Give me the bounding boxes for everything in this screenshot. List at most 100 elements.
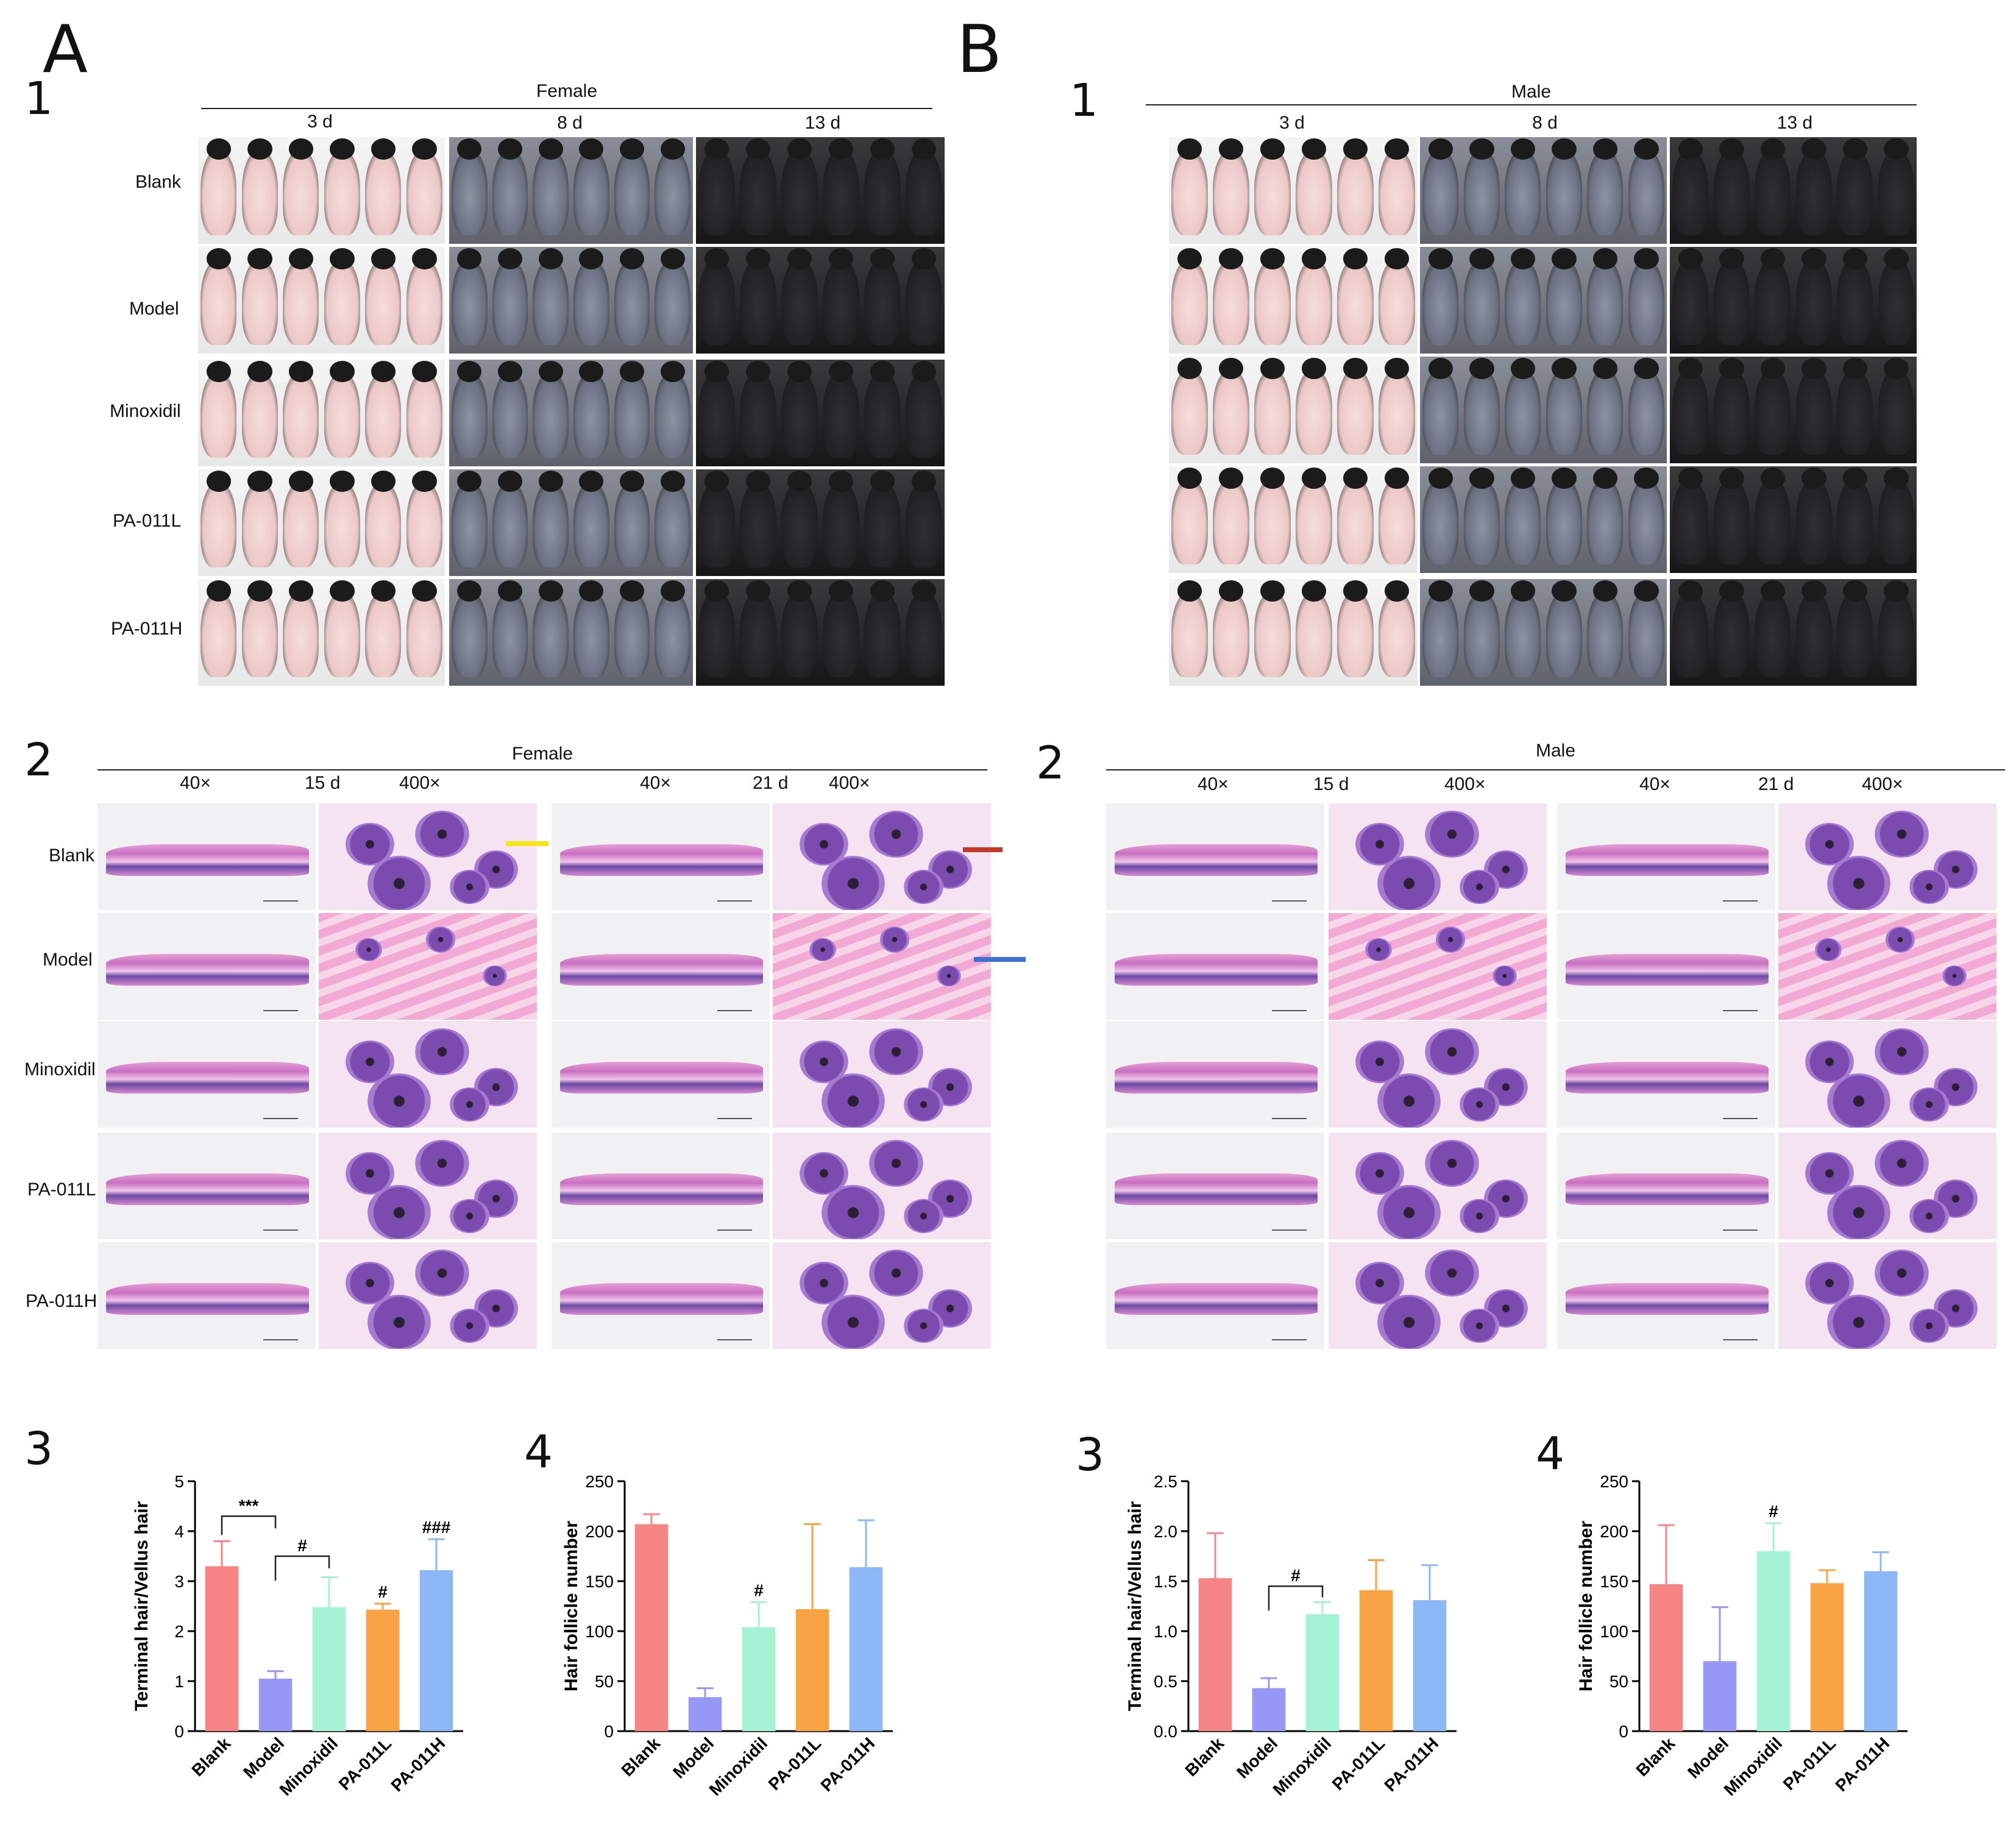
- x-tick-label: PA-011L: [1329, 1734, 1389, 1794]
- section-a2-number: 2: [24, 734, 54, 786]
- female-day-8: 8 d: [557, 113, 583, 133]
- male-photo-r2-c1: [1420, 357, 1667, 463]
- male-photo-r0-c2: [1670, 137, 1917, 244]
- male-histo-r0-c0: [1106, 803, 1324, 910]
- y-axis-label: Hair follicle number: [561, 1521, 581, 1692]
- panel-letter-a: A: [43, 12, 88, 88]
- female-photo-r2-c1: [449, 360, 693, 466]
- x-tick-label: PA-011L: [1780, 1734, 1840, 1794]
- y-tick-label: 100: [1600, 1622, 1628, 1641]
- section-b3-number: 3: [1076, 1429, 1105, 1481]
- female-histo-r1-c2: [552, 913, 770, 1020]
- histo-m-day21: 21 d: [1758, 774, 1794, 794]
- y-tick-label: 4: [174, 1522, 184, 1541]
- y-tick-label: 200: [585, 1522, 614, 1541]
- male-photo-r3-c1: [1420, 466, 1667, 573]
- male-day-13: 13 d: [1776, 113, 1813, 133]
- y-tick-label: 200: [1600, 1522, 1628, 1541]
- significance-mark: #: [1769, 1502, 1778, 1521]
- female-photo-r1-c0: [198, 247, 445, 354]
- blue-arrow: [974, 957, 1026, 962]
- y-axis-label: Terminal hair/Vellus hair: [132, 1501, 152, 1711]
- male-photo-r1-c2: [1670, 247, 1917, 354]
- x-tick-label: PA-011H: [1380, 1734, 1442, 1795]
- female-histo-r0-c1: [319, 803, 537, 910]
- female-histo-r3-c2: [552, 1133, 770, 1239]
- bar-model: [258, 1678, 293, 1731]
- male-photo-r0-c1: [1420, 137, 1667, 244]
- y-tick-label: 3: [174, 1572, 184, 1591]
- male-histo-r0-c3: [1778, 803, 1996, 910]
- y-tick-label: 100: [585, 1622, 614, 1641]
- female-day-3: 3 d: [307, 112, 333, 132]
- bar-minoxidil: [742, 1627, 776, 1731]
- male-histo-r1-c0: [1106, 913, 1324, 1020]
- x-tick-label: PA-011H: [387, 1734, 449, 1795]
- male-histo-r3-c0: [1106, 1133, 1324, 1239]
- histo-f-day15: 15 d: [305, 773, 341, 793]
- y-tick-label: 1.0: [1154, 1622, 1177, 1641]
- y-tick-label: 0: [1619, 1722, 1628, 1741]
- female-photo-r3-c0: [198, 469, 445, 576]
- female-histo-r3-c3: [773, 1133, 991, 1239]
- female-row-label-blank: Blank: [135, 172, 182, 192]
- female-histo-r0-c3: [773, 803, 991, 910]
- bar-model: [1703, 1661, 1737, 1731]
- y-tick-label: 5: [174, 1472, 184, 1491]
- female-histo-r1-c1: [319, 913, 537, 1020]
- female-histo-r4-c1: [319, 1242, 537, 1349]
- histo-female-rule: [98, 769, 987, 770]
- female-histo-r2-c1: [319, 1021, 537, 1128]
- male-photo-r3-c2: [1670, 466, 1917, 573]
- chart-a4-follicle-female: 0 50 100 150 200 250 Hair follicle number Blank…: [561, 1472, 893, 1799]
- male-histo-r3-c2: [1557, 1133, 1775, 1239]
- x-tick-label: PA-011L: [335, 1734, 396, 1794]
- section-b2-number: 2: [1036, 737, 1065, 789]
- female-row-label-minoxidil: Minoxidil: [110, 401, 181, 421]
- significance-bracket: [1268, 1585, 1324, 1611]
- female-photo-r0-c1: [449, 137, 693, 244]
- significance-label: ***: [239, 1496, 259, 1515]
- x-tick-label: Model: [1233, 1734, 1281, 1782]
- histo-row-label-pa011h: PA-011H: [26, 1291, 98, 1311]
- x-tick-label: Blank: [1632, 1734, 1678, 1780]
- histo-m-day15: 15 d: [1313, 774, 1349, 794]
- male-histo-r3-c1: [1329, 1133, 1547, 1239]
- bar-blank: [1198, 1578, 1232, 1731]
- y-tick-label: 2.0: [1154, 1522, 1177, 1541]
- female-photo-r4-c1: [449, 579, 693, 686]
- histo-row-label-pa011l: PA-011L: [27, 1179, 96, 1200]
- histo-m-mag-400-a: 400×: [1444, 774, 1486, 794]
- y-tick-label: 0.5: [1154, 1672, 1177, 1691]
- female-photo-r2-c0: [198, 360, 445, 466]
- red-arrow: [963, 847, 1003, 852]
- male-photo-r4-c2: [1670, 579, 1917, 686]
- histo-male-header: Male: [1535, 741, 1576, 761]
- y-tick-label: 250: [585, 1472, 614, 1491]
- female-row-label-model: Model: [129, 299, 179, 319]
- bar-minoxidil: [312, 1607, 346, 1731]
- male-photo-r2-c0: [1169, 357, 1418, 463]
- male-histo-r4-c1: [1329, 1242, 1547, 1349]
- bar-pa-011l: [795, 1609, 829, 1731]
- female-photo-r1-c1: [449, 247, 693, 354]
- section-a4-number: 4: [524, 1426, 553, 1478]
- y-tick-label: 50: [595, 1672, 614, 1691]
- male-histo-r4-c2: [1557, 1242, 1775, 1349]
- significance-label: #: [1291, 1566, 1301, 1585]
- female-histo-r0-c0: [98, 803, 316, 910]
- significance-bracket: [274, 1555, 330, 1581]
- histo-row-label-minoxidil: Minoxidil: [24, 1059, 96, 1080]
- female-header: Female: [536, 81, 598, 101]
- x-tick-label: Model: [1684, 1734, 1732, 1782]
- female-histo-r4-c0: [98, 1242, 316, 1349]
- male-histo-r4-c3: [1778, 1242, 1996, 1349]
- male-histo-r2-c3: [1778, 1021, 1996, 1128]
- female-photo-r4-c0: [198, 579, 445, 686]
- histo-row-label-model: Model: [43, 950, 93, 970]
- y-tick-label: 1: [174, 1672, 184, 1691]
- male-histo-r2-c2: [1557, 1021, 1775, 1128]
- chart-b3-terminal-vellus-male: 0.0 0.5 1.0 1.5 2.0 2.5 Terminal hair/Vellus h…: [1125, 1472, 1457, 1799]
- histo-row-label-blank: Blank: [49, 845, 95, 866]
- female-photo-r0-c2: [696, 137, 945, 244]
